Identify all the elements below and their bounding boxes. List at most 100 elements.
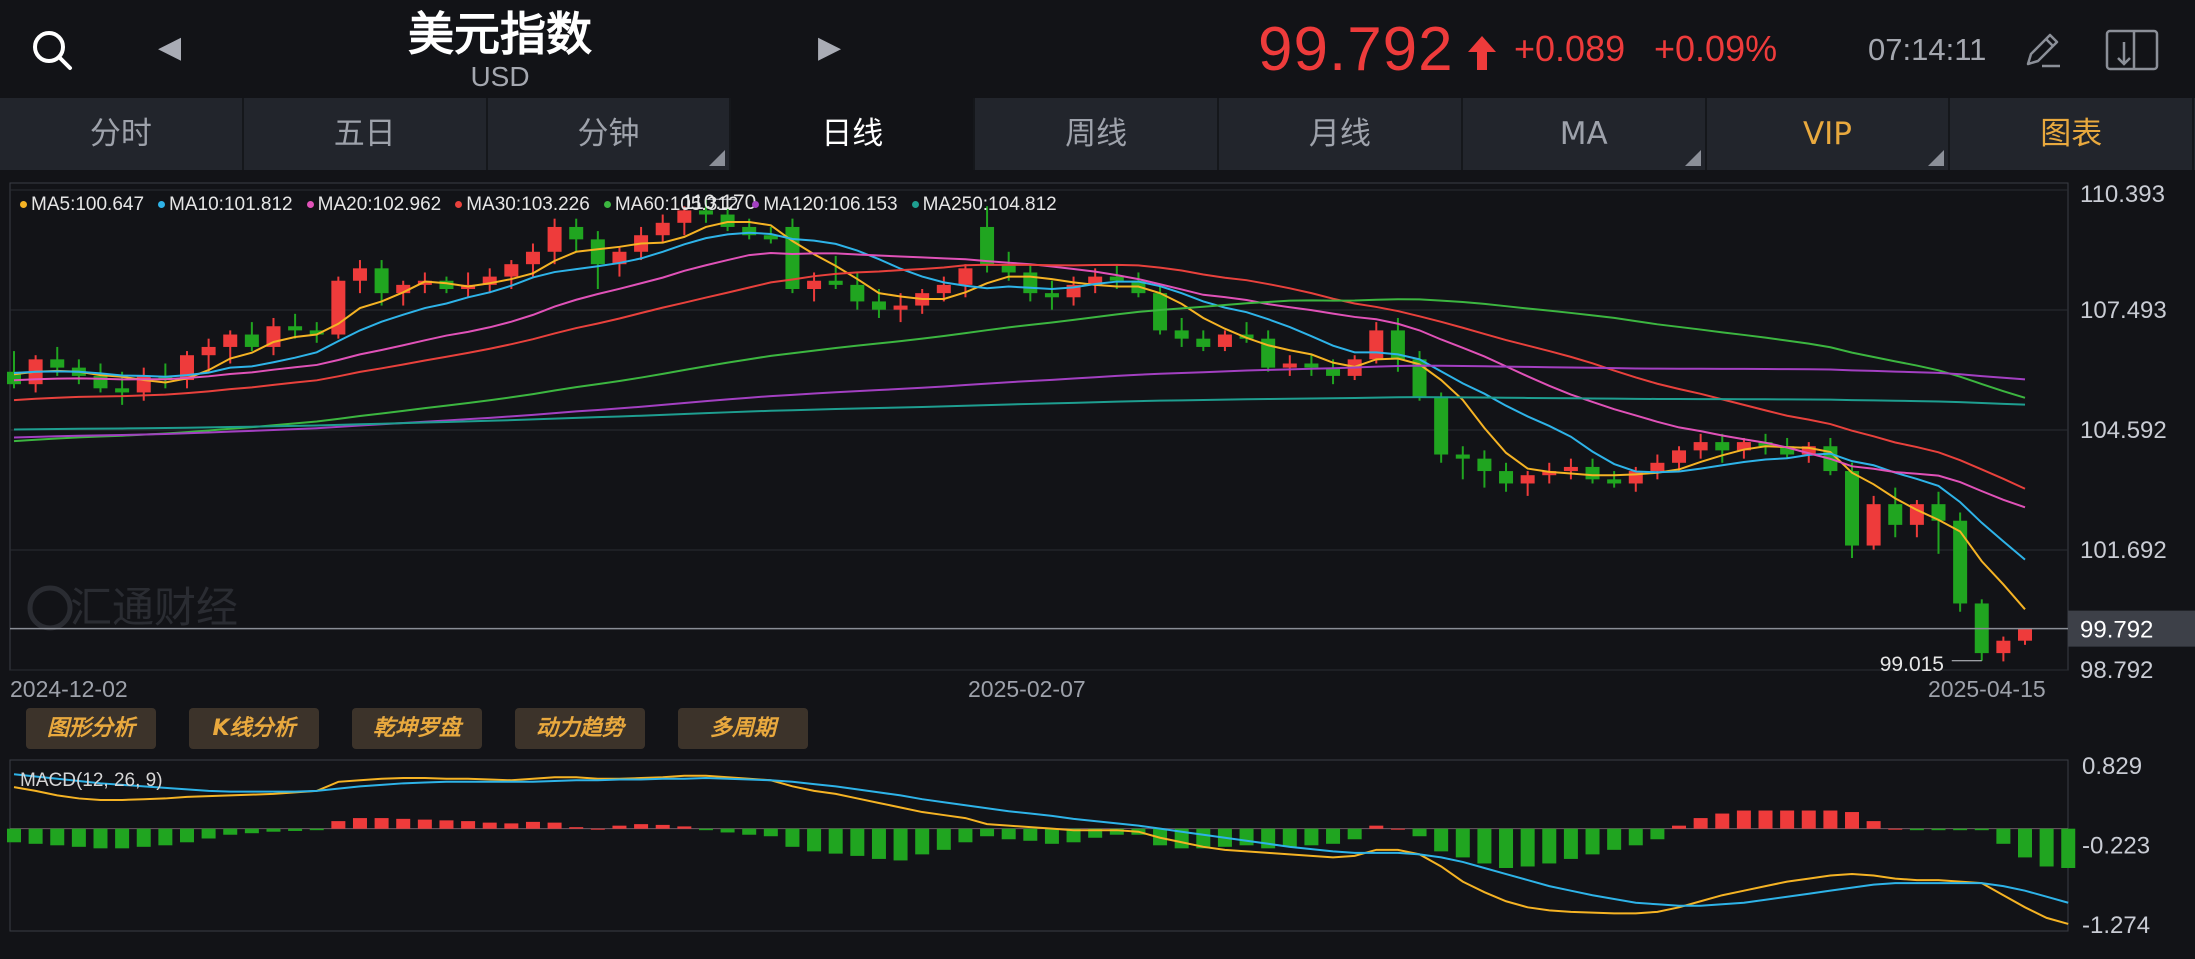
ma120-line <box>13 364 2026 439</box>
macd-histogram-bar <box>525 821 540 829</box>
macd-histogram-bar <box>50 828 65 846</box>
ma-legend-item: MA250:104.812 <box>911 194 1057 215</box>
macd-tick-label: -1.274 <box>2082 912 2150 939</box>
quote-header: ◀ 美元指数 USD ▶ 99.792 +0.089 +0.09% 07:14:… <box>0 0 2195 98</box>
candle-body <box>1628 471 1643 484</box>
tab-4[interactable]: 周线 <box>975 98 1219 170</box>
candle-body <box>1563 466 1578 472</box>
macd-histogram-bar <box>1304 828 1319 846</box>
macd-histogram-bar <box>1758 810 1773 829</box>
date-tick-label: 2024-12-02 <box>10 676 128 702</box>
macd-histogram-bar <box>1974 828 1989 831</box>
tab-0[interactable]: 分时 <box>0 98 244 170</box>
macd-histogram-bar <box>1066 828 1081 843</box>
macd-histogram-bar <box>1715 813 1730 829</box>
macd-histogram-bar <box>115 828 130 849</box>
legend-dot-icon <box>306 201 314 209</box>
tool-button-1[interactable]: K线分析 <box>189 708 319 749</box>
candle-body <box>1607 479 1622 484</box>
tab-3[interactable]: 日线 <box>731 98 976 170</box>
macd-histogram-bar <box>1477 828 1492 864</box>
macd-histogram-bar <box>2018 828 2032 858</box>
candle-body <box>309 330 324 335</box>
ma-legend: MA5:100.647 MA10:101.812 MA20:102.962 MA30:… <box>20 194 1071 216</box>
candle-body <box>720 214 735 227</box>
candle-body <box>1217 334 1232 347</box>
candle-body <box>1477 458 1492 472</box>
candle-body <box>1672 450 1687 463</box>
tab-6[interactable]: MA <box>1463 98 1707 170</box>
candlestick-chart[interactable]: 110.393 107.493 104.592 101.692 98.792 汇通财经 11… <box>0 170 2195 959</box>
date-tick-label: 2025-02-07 <box>968 676 1086 702</box>
macd-histogram-bar <box>288 828 303 831</box>
tool-button-0[interactable]: 图形分析 <box>26 708 156 749</box>
tool-button-3[interactable]: 动力趋势 <box>515 708 645 749</box>
submenu-corner-icon <box>709 150 726 166</box>
macd-histogram-bar <box>504 823 519 829</box>
candle-body <box>1888 504 1903 525</box>
quote-time: 07:14:11 <box>1868 32 1987 67</box>
candle-body <box>1390 330 1405 360</box>
tab-label: 周线 <box>1065 116 1128 152</box>
candle-body <box>807 280 822 290</box>
price-tick-label: 101.692 <box>2080 537 2167 564</box>
price-tick-label: 98.792 <box>2080 657 2153 684</box>
macd-histogram-bar <box>1001 828 1016 840</box>
period-tabs: 分时 五日 分钟 日线 周线 月线 MA VIP 图表 <box>0 98 2195 170</box>
legend-dot-icon <box>752 201 760 209</box>
candle-body <box>288 326 303 331</box>
candle-body <box>828 280 843 285</box>
macd-histogram-bar <box>1326 828 1341 844</box>
watermark-logo-icon <box>27 585 73 631</box>
candle-body <box>223 334 238 347</box>
landscape-toggle-icon[interactable] <box>2104 28 2160 72</box>
macd-histogram-bar <box>1693 818 1708 829</box>
macd-histogram-bar <box>1801 810 1816 829</box>
candle-body <box>871 301 886 310</box>
macd-histogram-bar <box>893 828 908 861</box>
candle-body <box>1239 334 1254 339</box>
macd-histogram-bar <box>828 828 843 854</box>
macd-histogram-bar <box>71 828 86 847</box>
macd-histogram-bar <box>980 828 995 837</box>
macd-histogram-bar <box>1607 828 1622 850</box>
date-tick-label: 2025-04-15 <box>1928 676 2046 702</box>
macd-histogram-bar <box>698 828 713 831</box>
candle-body <box>417 280 432 285</box>
candle-body <box>525 251 540 265</box>
macd-histogram-bar <box>309 828 324 831</box>
legend-dot-icon <box>20 201 27 209</box>
price-change-percent: +0.09% <box>1654 28 1778 69</box>
tab-5[interactable]: 月线 <box>1219 98 1463 170</box>
candle-body <box>1650 462 1665 472</box>
tab-8[interactable]: 图表 <box>1950 98 2195 170</box>
candle-body <box>2018 628 2032 641</box>
macd-dea-line <box>13 773 2069 907</box>
tab-1[interactable]: 五日 <box>244 98 488 170</box>
instrument-name: 美元指数 <box>408 7 592 61</box>
candle-body <box>763 235 778 240</box>
candle-body <box>1845 471 1860 546</box>
tool-button-2[interactable]: 乾坤罗盘 <box>352 708 482 749</box>
candle-body <box>1780 446 1795 455</box>
macd-histogram-bar <box>1023 828 1038 841</box>
tab-2[interactable]: 分钟 <box>488 98 732 170</box>
ma30-line <box>13 263 2026 490</box>
next-instrument-button[interactable]: ▶ <box>818 31 842 64</box>
macd-histogram-bar <box>1542 828 1557 864</box>
macd-histogram-bar <box>1390 828 1405 830</box>
candle-body <box>201 346 216 356</box>
search-icon[interactable] <box>30 28 74 72</box>
candle-body <box>1196 338 1211 347</box>
candle-body <box>936 284 951 294</box>
ma-legend-item: MA60:105.312 <box>603 194 738 215</box>
macd-histogram-bar <box>1845 812 1860 829</box>
pen-icon[interactable] <box>2020 28 2064 72</box>
tab-7[interactable]: VIP <box>1707 98 1951 170</box>
previous-instrument-button[interactable]: ◀ <box>158 31 182 64</box>
macd-histogram-bar <box>1823 810 1838 829</box>
tab-label: 分时 <box>89 116 152 152</box>
candle-body <box>504 264 519 277</box>
macd-histogram-bar <box>93 828 108 849</box>
tool-button-4[interactable]: 多周期 <box>678 708 808 749</box>
